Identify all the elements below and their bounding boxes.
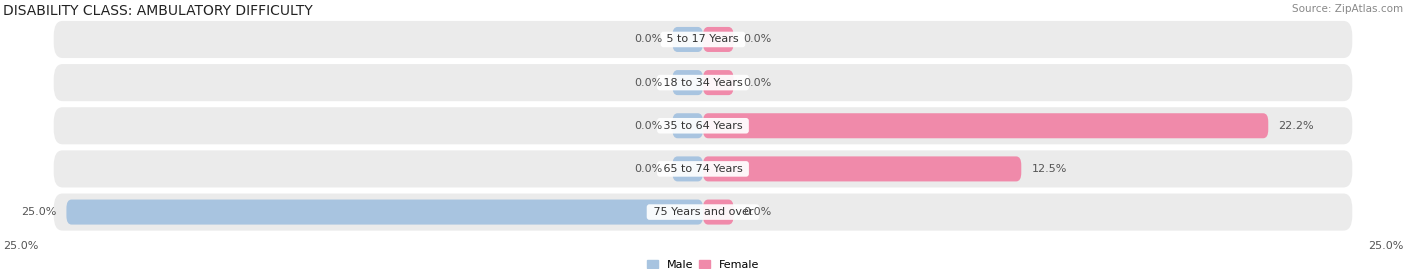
Text: 0.0%: 0.0% [744, 34, 772, 44]
Text: 35 to 64 Years: 35 to 64 Years [659, 121, 747, 131]
FancyBboxPatch shape [672, 156, 703, 181]
Text: 0.0%: 0.0% [634, 164, 662, 174]
Text: 12.5%: 12.5% [1032, 164, 1067, 174]
Text: 25.0%: 25.0% [3, 241, 38, 251]
Text: 0.0%: 0.0% [634, 121, 662, 131]
Legend: Male, Female: Male, Female [647, 260, 759, 269]
FancyBboxPatch shape [703, 200, 734, 225]
FancyBboxPatch shape [66, 200, 703, 225]
Text: 0.0%: 0.0% [744, 77, 772, 88]
Text: 75 Years and over: 75 Years and over [650, 207, 756, 217]
Text: DISABILITY CLASS: AMBULATORY DIFFICULTY: DISABILITY CLASS: AMBULATORY DIFFICULTY [3, 4, 312, 18]
Text: 25.0%: 25.0% [21, 207, 56, 217]
FancyBboxPatch shape [53, 21, 1353, 58]
Text: 0.0%: 0.0% [744, 207, 772, 217]
FancyBboxPatch shape [672, 113, 703, 138]
FancyBboxPatch shape [703, 70, 734, 95]
Text: 5 to 17 Years: 5 to 17 Years [664, 34, 742, 44]
FancyBboxPatch shape [703, 27, 734, 52]
FancyBboxPatch shape [672, 70, 703, 95]
Text: Source: ZipAtlas.com: Source: ZipAtlas.com [1292, 4, 1403, 14]
Text: 25.0%: 25.0% [1368, 241, 1403, 251]
FancyBboxPatch shape [53, 107, 1353, 144]
FancyBboxPatch shape [53, 64, 1353, 101]
Text: 0.0%: 0.0% [634, 77, 662, 88]
Text: 18 to 34 Years: 18 to 34 Years [659, 77, 747, 88]
FancyBboxPatch shape [53, 193, 1353, 231]
Text: 0.0%: 0.0% [634, 34, 662, 44]
FancyBboxPatch shape [703, 156, 1021, 181]
FancyBboxPatch shape [672, 27, 703, 52]
Text: 22.2%: 22.2% [1278, 121, 1315, 131]
FancyBboxPatch shape [703, 113, 1268, 138]
Text: 65 to 74 Years: 65 to 74 Years [659, 164, 747, 174]
FancyBboxPatch shape [53, 150, 1353, 187]
